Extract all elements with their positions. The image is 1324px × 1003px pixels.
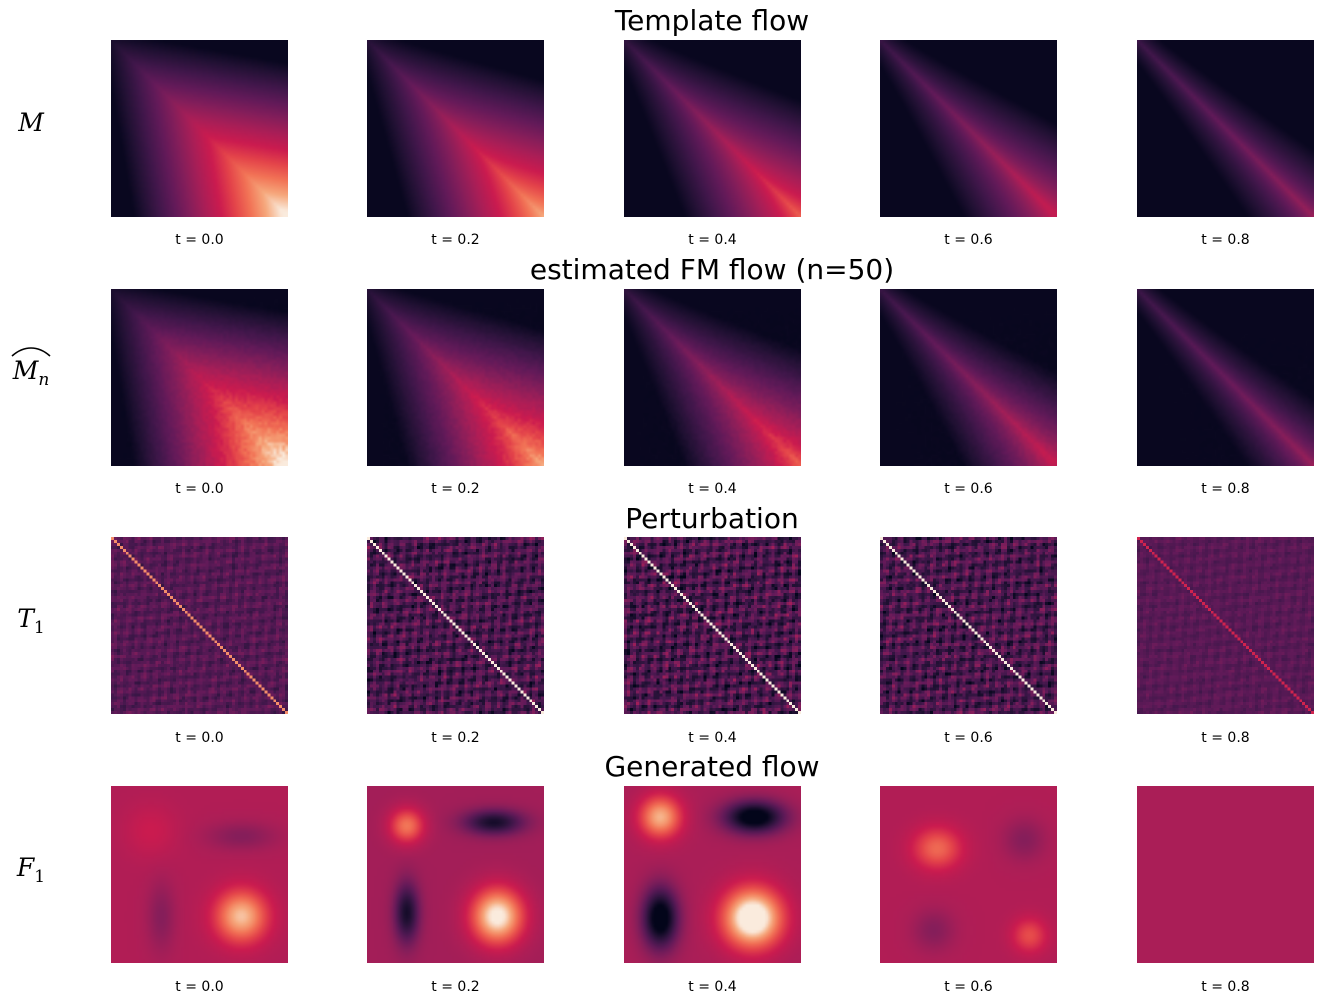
heatmap-canvas: [367, 537, 544, 714]
row-label-perturbation: T1: [17, 604, 45, 638]
row-title-template: Template flow: [614, 4, 810, 37]
panel-label-template-0: t = 0.0: [175, 232, 224, 248]
heatmap-canvas: [880, 40, 1057, 217]
panel-label-generated-2: t = 0.4: [688, 979, 737, 995]
heatmap-template-0: [111, 40, 288, 217]
heatmap-canvas: [111, 786, 288, 963]
heatmap-template-4: [1137, 40, 1314, 217]
panel-label-template-4: t = 0.8: [1201, 232, 1250, 248]
heatmap-canvas: [111, 289, 288, 466]
heatmap-estimated-2: [624, 289, 801, 466]
heatmap-canvas: [367, 786, 544, 963]
panel-label-perturbation-3: t = 0.6: [944, 730, 993, 746]
row-title-estimated: estimated FM flow (n=50): [529, 253, 895, 286]
panel-label-generated-3: t = 0.6: [944, 979, 993, 995]
heatmap-canvas: [367, 289, 544, 466]
panel-label-estimated-3: t = 0.6: [944, 481, 993, 497]
heatmap-canvas: [624, 537, 801, 714]
heatmap-template-2: [624, 40, 801, 217]
heatmap-perturbation-3: [880, 537, 1057, 714]
heatmap-canvas: [880, 289, 1057, 466]
panel-label-template-1: t = 0.2: [431, 232, 480, 248]
panel-label-perturbation-1: t = 0.2: [431, 730, 480, 746]
heatmap-perturbation-4: [1137, 537, 1314, 714]
heatmap-canvas: [624, 40, 801, 217]
row-label-template: M: [18, 108, 44, 137]
panel-label-estimated-0: t = 0.0: [175, 481, 224, 497]
heatmap-generated-4: [1137, 786, 1314, 963]
heatmap-canvas: [111, 40, 288, 217]
heatmap-estimated-4: [1137, 289, 1314, 466]
row-label-estimated: Mn: [0, 347, 62, 395]
row-label-generated: F1: [16, 853, 46, 887]
row-title-generated: Generated flow: [604, 750, 820, 783]
heatmap-estimated-0: [111, 289, 288, 466]
panel-label-generated-4: t = 0.8: [1201, 979, 1250, 995]
panel-label-estimated-2: t = 0.4: [688, 481, 737, 497]
heatmap-canvas: [1137, 40, 1314, 217]
heatmap-canvas: [1137, 537, 1314, 714]
heatmap-generated-2: [624, 786, 801, 963]
row-title-perturbation: Perturbation: [625, 502, 799, 535]
heatmap-estimated-1: [367, 289, 544, 466]
heatmap-canvas: [1137, 289, 1314, 466]
heatmap-perturbation-0: [111, 537, 288, 714]
panel-label-perturbation-0: t = 0.0: [175, 730, 224, 746]
panel-label-estimated-4: t = 0.8: [1201, 481, 1250, 497]
heatmap-canvas: [624, 786, 801, 963]
panel-label-estimated-1: t = 0.2: [431, 481, 480, 497]
hat-accent: [11, 347, 51, 357]
heatmap-perturbation-2: [624, 537, 801, 714]
heatmap-template-1: [367, 40, 544, 217]
panel-label-generated-1: t = 0.2: [431, 979, 480, 995]
heatmap-canvas: [624, 289, 801, 466]
heatmap-canvas: [111, 537, 288, 714]
heatmap-canvas: [880, 537, 1057, 714]
heatmap-template-3: [880, 40, 1057, 217]
heatmap-generated-0: [111, 786, 288, 963]
heatmap-perturbation-1: [367, 537, 544, 714]
heatmap-generated-3: [880, 786, 1057, 963]
heatmap-canvas: [880, 786, 1057, 963]
panel-label-perturbation-4: t = 0.8: [1201, 730, 1250, 746]
panel-label-perturbation-2: t = 0.4: [688, 730, 737, 746]
heatmap-canvas: [1137, 786, 1314, 963]
heatmap-generated-1: [367, 786, 544, 963]
panel-label-generated-0: t = 0.0: [175, 979, 224, 995]
panel-label-template-3: t = 0.6: [944, 232, 993, 248]
heatmap-estimated-3: [880, 289, 1057, 466]
heatmap-canvas: [367, 40, 544, 217]
panel-label-template-2: t = 0.4: [688, 232, 737, 248]
